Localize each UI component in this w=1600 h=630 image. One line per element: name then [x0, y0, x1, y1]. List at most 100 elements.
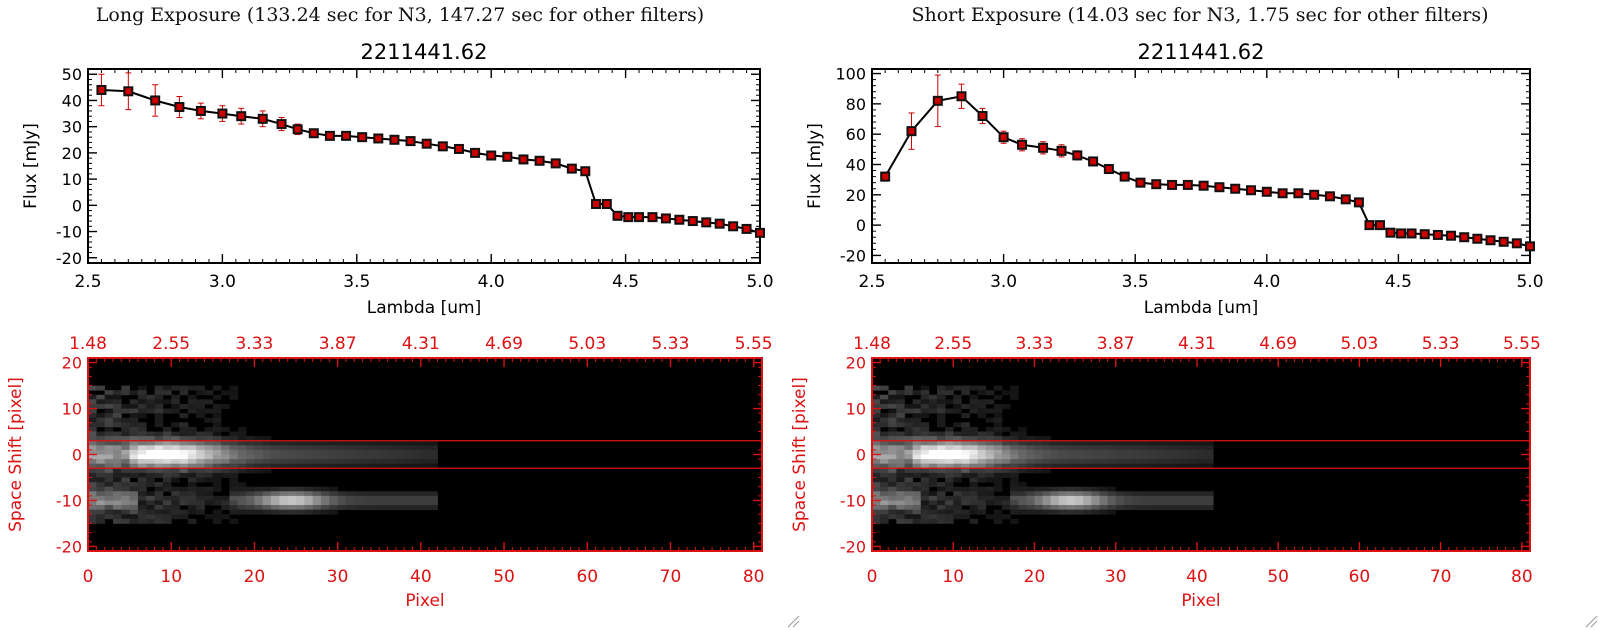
- top-wavelength-tick-label: 2.55: [152, 334, 190, 354]
- x-tick-label: 60: [1349, 567, 1371, 587]
- data-point: [1017, 139, 1028, 150]
- y-axis-label: Space Shift [pixel]: [790, 377, 810, 532]
- panel-heading-long-exposure: Long Exposure (133.24 sec for N3, 147.27…: [95, 4, 705, 26]
- y-tick-label: 0: [856, 216, 866, 235]
- x-tick-label: 60: [576, 567, 598, 587]
- data-point: [906, 126, 917, 137]
- top-wavelength-tick-label: 1.48: [69, 334, 107, 354]
- x-tick-label: 4.0: [478, 272, 505, 292]
- data-point: [150, 95, 161, 106]
- data-point: [518, 154, 529, 165]
- data-point: [357, 132, 368, 143]
- x-axis-label: Lambda [um]: [367, 298, 481, 318]
- data-point: [217, 108, 228, 119]
- y-tick-label: -20: [840, 537, 866, 556]
- x-tick-label: 50: [493, 567, 515, 587]
- data-point: [566, 163, 577, 174]
- y-axis-label: Space Shift [pixel]: [6, 377, 26, 532]
- top-wavelength-tick-label: 3.87: [319, 334, 357, 354]
- top-wavelength-tick-label: 4.69: [1259, 334, 1297, 354]
- top-wavelength-tick-label: 4.31: [1178, 334, 1216, 354]
- data-point: [880, 171, 891, 182]
- y-tick-label: -10: [840, 491, 866, 510]
- data-point: [1374, 220, 1385, 231]
- x-tick-label: 40: [1186, 567, 1208, 587]
- x-tick-label: 70: [660, 567, 682, 587]
- data-point: [932, 95, 943, 106]
- data-point: [977, 110, 988, 121]
- data-point: [1072, 150, 1083, 161]
- x-tick-label: 10: [942, 567, 964, 587]
- data-point: [276, 119, 287, 130]
- data-point: [1340, 194, 1351, 205]
- top-wavelength-tick-label: 4.31: [402, 334, 440, 354]
- data-point: [405, 136, 416, 147]
- data-point: [1525, 241, 1535, 252]
- x-tick-label: 3.5: [1122, 272, 1149, 292]
- data-point: [1246, 185, 1257, 196]
- data-point: [634, 212, 645, 223]
- top-wavelength-tick-label: 1.48: [853, 334, 891, 354]
- data-point: [660, 213, 671, 224]
- data-point: [1385, 227, 1396, 238]
- data-point: [714, 218, 725, 229]
- data-point: [1167, 179, 1178, 190]
- x-tick-label: 80: [743, 567, 765, 587]
- data-point: [741, 223, 752, 234]
- data-point: [502, 151, 513, 162]
- y-tick-label: 30: [62, 118, 82, 137]
- x-tick-label: 3.5: [343, 272, 370, 292]
- resize-grip-icon[interactable]: [786, 614, 800, 628]
- data-point: [1119, 171, 1130, 182]
- data-point: [1182, 179, 1193, 190]
- data-point: [1432, 229, 1443, 240]
- y-tick-label: 100: [835, 65, 866, 84]
- data-point: [728, 221, 739, 232]
- x-tick-label: 3.0: [990, 272, 1017, 292]
- data-point: [1103, 164, 1114, 175]
- y-tick-label: 20: [846, 186, 866, 205]
- y-tick-label: 40: [846, 155, 866, 174]
- image-pixels: [88, 385, 438, 524]
- data-point: [324, 130, 335, 141]
- data-point: [534, 155, 545, 166]
- top-wavelength-tick-label: 3.87: [1097, 334, 1135, 354]
- x-tick-label: 5.0: [1516, 272, 1543, 292]
- x-tick-label: 0: [83, 567, 94, 587]
- y-axis-label: Flux [mJy]: [805, 123, 825, 209]
- panel-heading-short-exposure: Short Exposure (14.03 sec for N3, 1.75 s…: [911, 4, 1489, 26]
- data-point: [1293, 188, 1304, 199]
- data-point: [1364, 220, 1375, 231]
- x-tick-label: 2.5: [74, 272, 101, 292]
- y-tick-label: 10: [62, 400, 82, 419]
- y-tick-label: 0: [72, 446, 82, 465]
- x-tick-label: 50: [1267, 567, 1289, 587]
- spectrum-plot: 2.5 3.0 3.5 4.0 4.5 5.0 -20 -10 0 10 20 30 40 50 22114…: [21, 40, 774, 318]
- spectral-image: 0 1.48 10 2.55 20 3.33 30 3.87 40 4.31 50 4.69 60 5.0…: [6, 334, 773, 611]
- y-tick-label: -20: [56, 537, 82, 556]
- resize-grip-icon[interactable]: [1584, 614, 1598, 628]
- top-wavelength-tick-label: 3.33: [1016, 334, 1054, 354]
- data-point: [687, 216, 698, 227]
- y-tick-label: -10: [56, 223, 82, 242]
- y-tick-label: 0: [72, 196, 82, 215]
- data-point: [1324, 191, 1335, 202]
- x-tick-label: 4.0: [1253, 272, 1280, 292]
- data-point: [591, 199, 602, 210]
- top-wavelength-tick-label: 3.33: [235, 334, 273, 354]
- top-wavelength-tick-label: 5.03: [568, 334, 606, 354]
- data-point: [1459, 232, 1470, 243]
- image-pixels: [872, 385, 1214, 524]
- data-point: [292, 124, 303, 135]
- top-wavelength-tick-label: 5.55: [735, 334, 773, 354]
- data-point: [601, 199, 612, 210]
- data-point: [1406, 228, 1417, 239]
- data-point: [1261, 186, 1272, 197]
- y-tick-label: 10: [62, 170, 82, 189]
- x-axis-label: Pixel: [1181, 591, 1220, 611]
- x-tick-label: 4.5: [612, 272, 639, 292]
- y-tick-label: -20: [56, 249, 82, 268]
- data-point: [470, 147, 481, 158]
- y-tick-label: 50: [62, 65, 82, 84]
